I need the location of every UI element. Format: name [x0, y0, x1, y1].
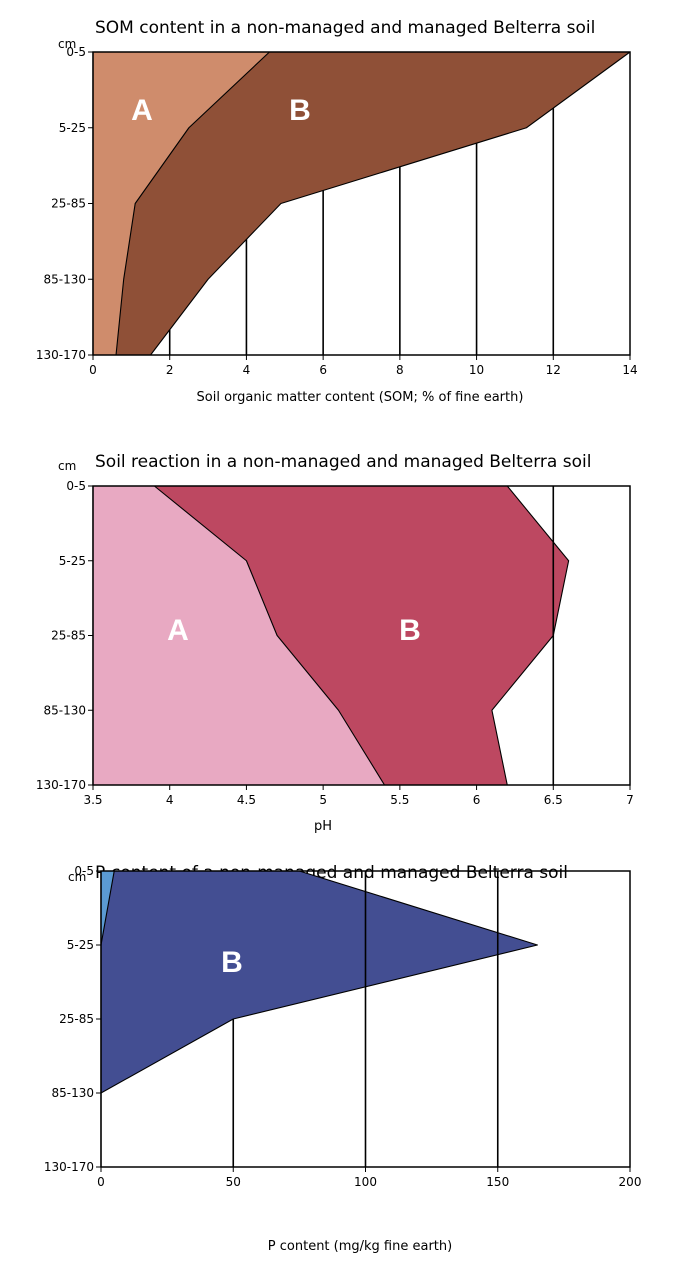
- series-area-b: [100, 870, 538, 1168]
- y-tick-label: 130-170: [36, 778, 86, 792]
- p-x-axis-label: P content (mg/kg fine earth): [268, 1239, 452, 1254]
- y-tick-label: 25-85: [59, 1012, 94, 1026]
- x-tick-label: 7: [626, 793, 634, 807]
- y-tick-label: 85-130: [51, 1086, 94, 1100]
- series-label-b: B: [399, 614, 421, 647]
- x-tick-label: 8: [396, 363, 404, 377]
- series-label-b: B: [221, 946, 243, 979]
- x-tick-label: 0: [97, 1175, 105, 1189]
- y-tick-label: 85-130: [43, 272, 86, 286]
- series-label-b: B: [289, 94, 311, 127]
- series-label-a: A: [131, 94, 153, 127]
- x-tick-label: 3.5: [83, 793, 102, 807]
- x-tick-label: 6: [473, 793, 481, 807]
- x-tick-label: 100: [354, 1175, 377, 1189]
- x-tick-label: 6: [319, 363, 327, 377]
- ph-chart-title: Soil reaction in a non-managed and manag…: [95, 452, 591, 472]
- x-tick-label: 14: [622, 363, 637, 377]
- series-label-a: A: [167, 614, 189, 647]
- x-tick-label: 0: [89, 363, 97, 377]
- p-chart: P-content of a non-managed and managed B…: [44, 863, 642, 1254]
- ph-chart: Soil reaction in a non-managed and manag…: [36, 452, 634, 834]
- y-tick-label: 25-85: [51, 197, 86, 211]
- y-tick-label: 0-5: [66, 479, 86, 493]
- y-tick-label: 5-25: [59, 554, 86, 568]
- y-tick-label: 0-5: [74, 864, 94, 878]
- x-tick-label: 5: [319, 793, 327, 807]
- som-chart: SOM content in a non-managed and managed…: [36, 18, 638, 405]
- x-tick-label: 150: [486, 1175, 509, 1189]
- ph-plot-area: B A 3.5 4 4.5 5 5.5 6 6.5 7 0-5 5-25 25-85 85-130 130-…: [36, 479, 634, 807]
- som-plot-area: B A 0 2 4 6 8 10 12 14 0-5 5-25 25-85 85-130 130-170: [36, 45, 638, 377]
- y-tick-label: 5-25: [67, 938, 94, 952]
- y-tick-label: 130-170: [44, 1160, 94, 1174]
- x-tick-label: 4: [243, 363, 251, 377]
- y-tick-label: 5-25: [59, 121, 86, 135]
- y-tick-label: 0-5: [66, 45, 86, 59]
- x-tick-label: 5.5: [390, 793, 409, 807]
- y-tick-label: 25-85: [51, 629, 86, 643]
- y-tick-label: 85-130: [43, 703, 86, 717]
- ph-x-axis-label: pH: [314, 819, 332, 834]
- x-tick-label: 4: [166, 793, 174, 807]
- som-depth-unit: cm: [58, 37, 76, 51]
- p-plot-area: B 0 50 100 150 200 0-5 5-25 25-85 85-130 130-170: [44, 864, 642, 1189]
- ph-depth-unit: cm: [58, 459, 76, 473]
- x-tick-label: 2: [166, 363, 174, 377]
- p-depth-unit: cm: [68, 870, 86, 884]
- x-tick-label: 4.5: [237, 793, 256, 807]
- x-tick-label: 10: [469, 363, 484, 377]
- som-x-axis-label: Soil organic matter content (SOM; % of f…: [197, 390, 524, 405]
- som-chart-title: SOM content in a non-managed and managed…: [95, 18, 595, 38]
- x-tick-label: 12: [546, 363, 561, 377]
- y-tick-label: 130-170: [36, 348, 86, 362]
- x-tick-label: 50: [226, 1175, 241, 1189]
- x-tick-label: 6.5: [544, 793, 563, 807]
- x-tick-label: 200: [619, 1175, 642, 1189]
